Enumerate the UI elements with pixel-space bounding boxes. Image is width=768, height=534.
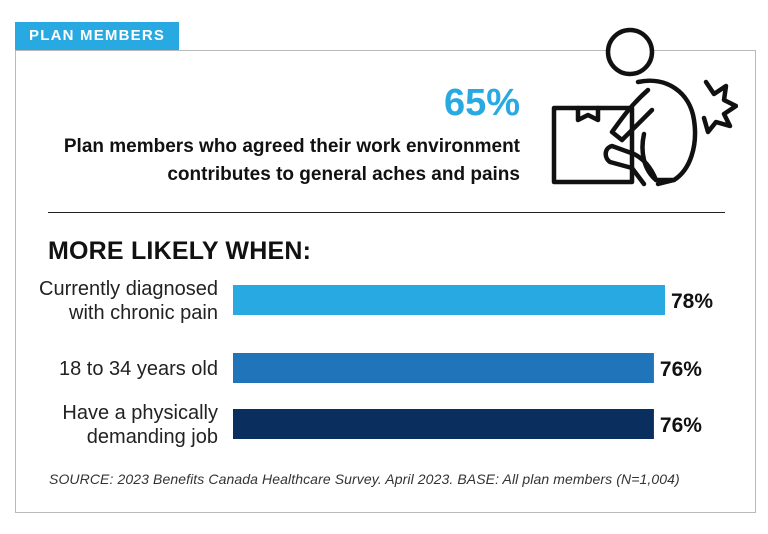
bar-value-label-2: 76% bbox=[660, 358, 702, 381]
category-label-3-line-1: Have a physically bbox=[62, 402, 218, 424]
headline-stat: 65% bbox=[443, 82, 520, 124]
category-label-2-line-1: 18 to 34 years old bbox=[59, 358, 218, 380]
divider bbox=[48, 212, 725, 213]
content-frame bbox=[15, 50, 756, 513]
headline-description-line-2: contributes to general aches and pains bbox=[167, 164, 520, 185]
category-label-1-line-2: with chronic pain bbox=[68, 302, 218, 324]
headline-description: Plan members who agreed their work envir… bbox=[20, 133, 520, 189]
section-subhead: MORE LIKELY WHEN: bbox=[48, 237, 312, 265]
bar-value-label-3: 76% bbox=[660, 414, 702, 437]
person-lifting-box-with-back-pain-icon bbox=[551, 27, 738, 187]
section-tab: PLAN MEMBERS bbox=[15, 22, 180, 50]
source-note: SOURCE: 2023 Benefits Canada Healthcare … bbox=[49, 471, 680, 487]
category-label-1-line-1: Currently diagnosed bbox=[39, 280, 218, 300]
bar-value-label-1: 78% bbox=[671, 290, 713, 313]
bar-2 bbox=[233, 353, 654, 383]
headline-description-line-1: Plan members who agreed their work envir… bbox=[63, 136, 520, 157]
bar-3 bbox=[233, 409, 654, 439]
category-label-3-line-2: demanding job bbox=[87, 426, 218, 448]
bar-1 bbox=[233, 285, 665, 315]
